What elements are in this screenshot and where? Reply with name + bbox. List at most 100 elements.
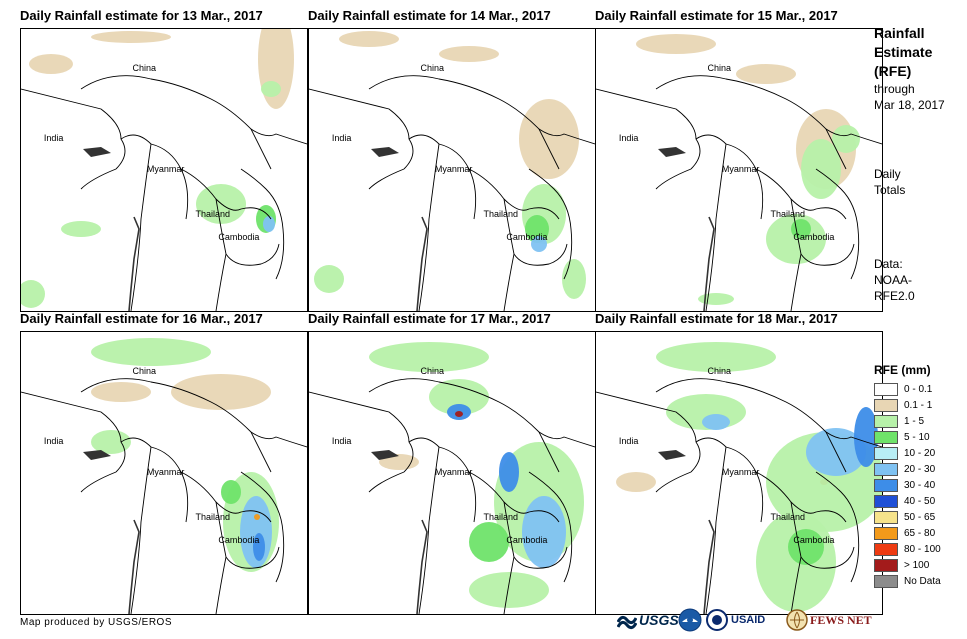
noaa-logo — [678, 606, 702, 634]
country-label-china: China — [420, 365, 445, 376]
border-line — [695, 134, 764, 220]
rain-patch — [736, 64, 796, 84]
border-line — [528, 168, 573, 280]
country-label-china: China — [420, 62, 445, 73]
rain-patch — [791, 219, 811, 239]
legend-label: 30 - 40 — [904, 480, 936, 491]
country-label-cambodia: Cambodia — [506, 535, 548, 546]
country-label-india: India — [43, 133, 64, 144]
usaid-logo: USAID — [706, 606, 765, 634]
rain-patch — [429, 379, 489, 415]
coastline-delta — [658, 147, 686, 157]
rain-patch — [525, 215, 549, 243]
border-line — [503, 253, 515, 311]
rain-patch — [801, 139, 841, 199]
noaa-emblem-icon — [678, 608, 702, 632]
sidebar-totals-line: Daily — [874, 167, 901, 181]
rain-patch — [261, 81, 281, 97]
panel-title: Daily Rainfall estimate for 15 Mar., 201… — [595, 8, 838, 23]
rain-patch — [258, 29, 294, 109]
legend-swatch — [874, 575, 898, 588]
country-label-india: India — [331, 436, 352, 447]
coastline-edge — [416, 519, 428, 614]
legend-swatch — [874, 447, 898, 460]
legend-swatch — [874, 431, 898, 444]
rain-patch — [91, 31, 171, 43]
legend-label: 50 - 65 — [904, 512, 936, 523]
border-line — [528, 471, 573, 583]
country-label-myanmar: Myanmar — [721, 164, 760, 175]
country-label-thailand: Thailand — [770, 209, 805, 220]
base-map-svg — [309, 31, 595, 311]
rain-patch — [455, 411, 463, 417]
border-line — [825, 431, 882, 448]
coastline-edge — [128, 216, 140, 311]
rainfall-map: China India Myanmar Thailand Cambodia — [595, 331, 883, 615]
border-line — [790, 198, 855, 266]
border-line — [596, 88, 701, 170]
border-line — [250, 431, 307, 448]
rain-patch — [29, 54, 73, 74]
legend-label: 20 - 30 — [904, 464, 936, 475]
border-line — [240, 168, 285, 280]
rain-patch — [314, 265, 344, 293]
base-map-svg — [21, 338, 307, 614]
country-label-india: India — [618, 436, 639, 447]
border-line — [368, 471, 405, 493]
country-label-myanmar: Myanmar — [146, 164, 185, 175]
rain-patch — [91, 338, 211, 366]
rain-patch — [656, 342, 776, 372]
legend-title: RFE (mm) — [874, 363, 931, 377]
country-label-myanmar: Myanmar — [434, 467, 473, 478]
rain-patch — [469, 522, 509, 562]
rain-patch — [263, 216, 275, 232]
rain-patch — [832, 125, 860, 153]
border-line — [80, 378, 272, 473]
rain-patch — [522, 496, 566, 568]
legend-label: No Data — [904, 576, 941, 587]
legend-label: 0 - 0.1 — [904, 384, 933, 395]
border-line — [215, 556, 227, 614]
coastline-edge — [703, 519, 715, 614]
country-label-cambodia: Cambodia — [506, 232, 548, 243]
panel-title: Daily Rainfall estimate for 13 Mar., 201… — [20, 8, 263, 23]
country-label-myanmar: Myanmar — [146, 467, 185, 478]
border-line — [755, 168, 847, 220]
panel-title: Daily Rainfall estimate for 16 Mar., 201… — [20, 311, 263, 326]
legend-swatch — [874, 383, 898, 396]
sidebar-through: through — [874, 82, 915, 96]
legend-swatch — [874, 527, 898, 540]
rain-patch — [221, 480, 241, 504]
sidebar-data-source: Data: NOAA- RFE2.0 — [874, 256, 915, 304]
border-line — [655, 168, 692, 190]
country-label-china: China — [707, 62, 732, 73]
rain-patch — [636, 34, 716, 54]
border-line — [21, 88, 126, 170]
usaid-seal-icon — [706, 609, 728, 631]
border-line — [80, 471, 117, 493]
usgs-logo: USGS — [617, 606, 679, 634]
base-map-svg — [21, 29, 307, 311]
border-line — [368, 75, 560, 170]
country-label-cambodia: Cambodia — [218, 232, 260, 243]
coastline-delta — [83, 147, 111, 157]
country-label-china: China — [132, 62, 157, 73]
legend-label: 10 - 20 — [904, 448, 936, 459]
country-label-myanmar: Myanmar — [721, 467, 760, 478]
border-line — [215, 198, 280, 266]
panel-title: Daily Rainfall estimate for 17 Mar., 201… — [308, 311, 551, 326]
usgs-logo-text: USGS — [639, 612, 679, 628]
rain-patch — [616, 472, 656, 492]
base-map-svg — [596, 342, 882, 614]
country-label-india: India — [618, 133, 639, 144]
legend-label: 40 - 50 — [904, 496, 936, 507]
legend-swatch — [874, 399, 898, 412]
border-line — [503, 198, 568, 266]
border-line — [825, 128, 882, 145]
coastline-delta — [658, 450, 686, 460]
border-line — [120, 134, 189, 220]
coastline-delta — [83, 450, 111, 460]
border-line — [655, 378, 847, 473]
border-line — [538, 128, 595, 145]
rain-patch — [519, 99, 579, 179]
